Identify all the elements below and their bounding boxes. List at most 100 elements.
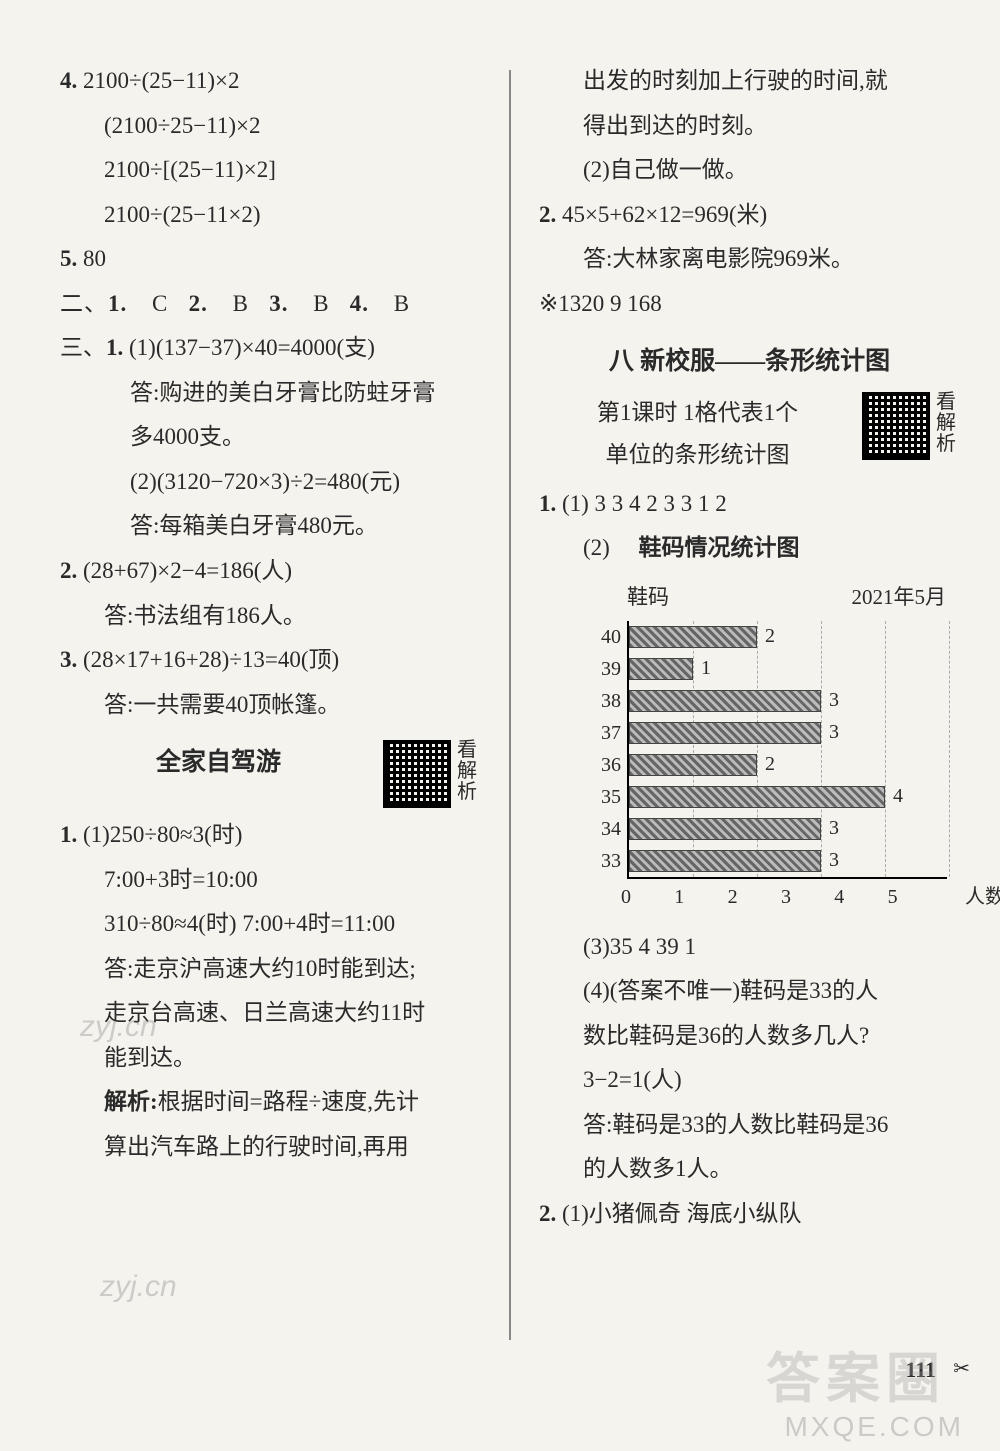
lesson-l2: 单位的条形统计图	[539, 434, 856, 477]
watermark-main: 答案圈	[766, 1334, 946, 1413]
chart-ylabel: 38	[583, 685, 621, 717]
chart-xtick: 0	[621, 879, 680, 916]
scissor-icon: ✂	[953, 1356, 970, 1381]
chart-bar-value: 4	[893, 778, 903, 815]
chart-bar	[629, 658, 693, 680]
sec3-q1-a2: 答:每箱美白牙膏480元。	[60, 505, 481, 548]
chart-bar-row: 3	[629, 845, 947, 877]
chart-ylabel: 33	[583, 845, 621, 877]
chart-bar	[629, 818, 821, 840]
chart-bar	[629, 722, 821, 744]
lesson-text: 第1课时 1格代表1个 单位的条形统计图	[539, 392, 856, 477]
stats-q1-p1: 1. (1) 3 3 4 2 3 3 1 2	[539, 483, 960, 526]
sec3-q3-ans: 答:一共需要40顶帐篷。	[60, 684, 481, 727]
stats-q1-p1t: (1) 3 3 4 2 3 3 1 2	[562, 491, 727, 516]
chart-bar-value: 3	[829, 842, 839, 879]
stats-p4d: 答:鞋码是33的人数比鞋码是36	[539, 1104, 960, 1147]
chart-bar-value: 3	[829, 714, 839, 751]
chart-bar-row: 1	[629, 653, 947, 685]
r-q2-n: 2.	[539, 202, 556, 227]
stats-q2-n: 2.	[539, 1201, 556, 1226]
chart-xtick: 3	[781, 879, 840, 916]
chart-ylabels: 4039383736353433	[583, 621, 627, 879]
qr-code-icon	[862, 392, 930, 460]
chart-xtick: 4	[834, 879, 893, 916]
drive-l4: 答:走京沪高速大约10时能到达;	[60, 948, 481, 991]
chart-header-left: 鞋码	[627, 578, 669, 617]
mc3-a: B	[313, 291, 329, 316]
sec3-q2: 2. (28+67)×2−4=186(人)	[60, 550, 481, 593]
mc4-n: 4.	[350, 291, 369, 316]
drive-l7: 解析:根据时间=路程÷速度,先计	[60, 1081, 481, 1124]
sec3-q1-n: 1.	[106, 335, 123, 360]
chart-bar	[629, 786, 885, 808]
drive-l7-rest: 根据时间=路程÷速度,先计	[158, 1089, 419, 1114]
chart-bar-row: 3	[629, 717, 947, 749]
left-column: 4. 2100÷(25−11)×2 (2100÷25−11)×2 2100÷[(…	[60, 60, 481, 1340]
chart-x-unit: 人数	[965, 879, 1000, 916]
mc1-a: C	[152, 291, 168, 316]
chart-bar	[629, 754, 757, 776]
q4-number: 4.	[60, 68, 77, 93]
stats-p4b: 数比鞋码是36的人数多几人?	[539, 1015, 960, 1058]
sec3-q3-n: 3.	[60, 647, 77, 672]
chart-plot: 21332433	[627, 621, 947, 879]
column-divider	[509, 70, 511, 1340]
chart-bar-row: 2	[629, 621, 947, 653]
chart-xtick: 2	[728, 879, 787, 916]
q5-val: 80	[83, 246, 106, 271]
chart-bar-value: 1	[701, 650, 711, 687]
r-q2: 2. 45×5+62×12=969(米)	[539, 194, 960, 237]
chart-ylabel: 40	[583, 621, 621, 653]
chart-body: 4039383736353433 21332433	[583, 621, 960, 879]
sec3-q2-eq: (28+67)×2−4=186(人)	[83, 558, 292, 583]
drive-l1t: (1)250÷80≈3(时)	[83, 822, 242, 847]
chart-bar-value: 2	[765, 618, 775, 655]
sec3-q1-p1t: (1)(137−37)×40=4000(支)	[129, 335, 375, 360]
chart-xtick: 5	[888, 879, 947, 916]
drive-l2: 7:00+3时=10:00	[60, 859, 481, 902]
cont-l1: 出发的时刻加上行驶的时间,就	[539, 60, 960, 103]
chart-bar	[629, 690, 821, 712]
mc1-n: 1.	[108, 291, 127, 316]
chart-bar-row: 3	[629, 813, 947, 845]
mc2-a: B	[233, 291, 249, 316]
title-unit8: 八 新校服——条形统计图	[539, 339, 960, 385]
stats-p4a: (4)(答案不唯一)鞋码是33的人	[539, 970, 960, 1013]
q4-l3: 2100÷[(25−11)×2]	[60, 149, 481, 192]
chart-bar-row: 3	[629, 685, 947, 717]
r-q2-eq: 45×5+62×12=969(米)	[562, 202, 767, 227]
stats-p2-label: (2)	[583, 535, 610, 560]
sec2-label: 二、	[60, 291, 108, 316]
right-column: 出发的时刻加上行驶的时间,就 得出到达的时刻。 (2)自己做一做。 2. 45×…	[539, 60, 960, 1340]
heading-lesson: 第1课时 1格代表1个 单位的条形统计图 看解析	[539, 392, 960, 477]
chart-bar	[629, 850, 821, 872]
q4-l4: 2100÷(25−11×2)	[60, 194, 481, 237]
qr-label-left: 看解析	[457, 740, 481, 803]
q4-l1: 2100÷(25−11)×2	[83, 68, 240, 93]
chart-ylabel: 36	[583, 749, 621, 781]
stats-q1-p2row: (2) 鞋码情况统计图	[539, 527, 960, 570]
sec3-q3: 3. (28×17+16+28)÷13=40(顶)	[60, 639, 481, 682]
section2: 二、1. C 2. B 3. B 4. B	[60, 283, 481, 326]
q5-line: 5. 80	[60, 238, 481, 281]
r-extra: ※1320 9 168	[539, 283, 960, 326]
mc3-n: 3.	[269, 291, 288, 316]
r-q2-ans: 答:大林家离电影院969米。	[539, 238, 960, 281]
watermark-url: MXQE.COM	[784, 1411, 964, 1443]
page: 4. 2100÷(25−11)×2 (2100÷25−11)×2 2100÷[(…	[0, 0, 1000, 1380]
chart-header-right: 2021年5月	[852, 578, 947, 617]
q4-l2: (2100÷25−11)×2	[60, 105, 481, 148]
stats-p3: (3)35 4 39 1	[539, 926, 960, 969]
stats-q2-p1: (1)小猪佩奇 海底小纵队	[562, 1201, 802, 1226]
chart-bar	[629, 626, 757, 648]
drive-l7-bold: 解析:	[104, 1089, 158, 1114]
chart-bar-row: 4	[629, 781, 947, 813]
drive-q1-n: 1.	[60, 822, 77, 847]
sec3-q1-p1: 三、1. (1)(137−37)×40=4000(支)	[60, 327, 481, 370]
drive-l8: 算出汽车路上的行驶时间,再用	[60, 1126, 481, 1169]
drive-l1: 1. (1)250÷80≈3(时)	[60, 814, 481, 857]
heading-unit8: 八 新校服——条形统计图	[539, 339, 960, 385]
title-drive: 全家自驾游	[60, 740, 377, 786]
chart-header: 鞋码 2021年5月	[583, 578, 960, 617]
